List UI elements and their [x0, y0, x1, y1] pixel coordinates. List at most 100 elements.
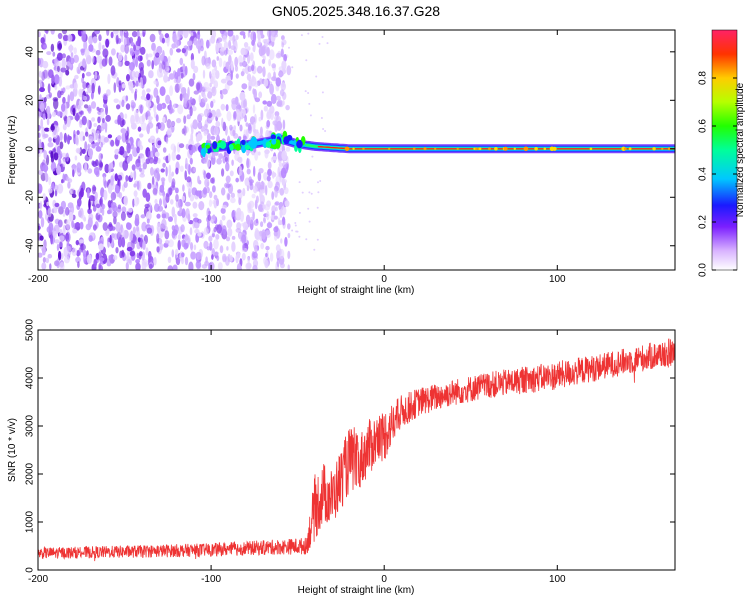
spectrogram-noise-speckle: [95, 146, 102, 152]
spectrogram-noise-speckle: [184, 234, 189, 241]
spectrogram-noise-speckle: [249, 52, 254, 62]
spectrogram-noise-speckle: [225, 162, 230, 172]
spectrogram-noise-speckle: [252, 104, 256, 114]
spectrogram-noise-speckle: [279, 187, 285, 196]
spectrogram-noise-speckle: [259, 201, 265, 213]
spectrogram-noise-speckle: [56, 52, 63, 61]
spectrogram-ridge-blob: [661, 147, 664, 150]
spectrogram-noise-speckle: [125, 222, 132, 230]
spectrogram-noise-speckle: [192, 119, 198, 130]
spectrogram-noise-speckle: [324, 130, 327, 132]
spectrogram-noise-speckle: [189, 106, 193, 117]
spectrogram-noise-speckle: [47, 110, 51, 120]
spectrogram-ridge-blob: [412, 147, 416, 151]
spectrogram-noise-speckle: [126, 246, 133, 252]
spectrogram-noise-speckle: [66, 116, 71, 128]
spectrogram-noise-speckle: [226, 246, 229, 251]
spectrogram-noise-speckle: [98, 243, 104, 251]
spectrogram-noise-speckle: [203, 170, 207, 180]
spectrogram-ridge-blob: [212, 141, 218, 150]
spectrogram-noise-speckle: [72, 169, 75, 178]
spectrogram-noise-speckle: [298, 235, 301, 238]
spectrogram-noise-speckle: [288, 46, 290, 49]
spectrogram-noise-speckle: [38, 152, 41, 158]
spectrogram-noise-speckle: [305, 59, 308, 62]
spectrogram-noise-speckle: [63, 246, 68, 258]
spectrogram-noise-speckle: [287, 264, 290, 270]
spectrogram-noise-speckle: [192, 72, 196, 81]
spectrogram-noise-speckle: [313, 248, 316, 251]
snr-y-tick-label: 0: [25, 567, 36, 573]
spectrogram-noise-speckle: [222, 253, 227, 263]
spectrogram-ridge-blob: [456, 147, 459, 150]
spectrogram-noise-speckle: [210, 35, 216, 44]
spectrogram-noise-speckle: [61, 53, 66, 59]
spectrogram-noise-speckle: [266, 175, 271, 182]
spectrogram-noise-speckle: [220, 78, 227, 84]
spectrogram-x-tick-label: 100: [549, 274, 566, 285]
spectrogram-noise-speckle: [137, 140, 143, 148]
spectrogram-noise-speckle: [277, 217, 281, 226]
spectrogram-noise-speckle: [136, 180, 140, 190]
spectrogram-noise-speckle: [271, 63, 277, 69]
spectrogram-noise-speckle: [165, 166, 168, 177]
spectrogram-noise-speckle: [269, 49, 275, 61]
spectrogram-noise-speckle: [152, 143, 156, 154]
spectrogram-noise-speckle: [110, 31, 114, 39]
spectrogram-noise-speckle: [178, 83, 182, 90]
spectrogram-noise-speckle: [168, 164, 172, 175]
spectrogram-noise-speckle: [41, 245, 46, 256]
spectrogram-ridge-blob: [434, 147, 437, 150]
spectrogram-noise-speckle: [222, 155, 226, 164]
spectrogram-noise-speckle: [267, 180, 273, 189]
spectrogram-noise-speckle: [171, 225, 175, 231]
spectrogram-noise-speckle: [156, 67, 163, 78]
spectrogram-noise-speckle: [74, 155, 78, 161]
spectrogram-noise-speckle: [103, 180, 108, 189]
spectrogram-noise-speckle: [134, 109, 139, 120]
spectrogram-noise-speckle: [153, 80, 158, 85]
spectrogram-noise-speckle: [54, 239, 60, 244]
spectrogram-noise-speckle: [40, 217, 45, 228]
spectrogram-noise-speckle: [261, 58, 266, 65]
spectrogram-noise-speckle: [295, 230, 298, 233]
spectrogram-noise-speckle: [261, 229, 266, 240]
spectrogram-noise-speckle: [71, 193, 77, 198]
spectrogram-noise-speckle: [287, 223, 291, 230]
spectrogram-noise-speckle: [201, 55, 206, 66]
spectrogram-noise-speckle: [112, 210, 118, 219]
spectrogram-noise-speckle: [206, 158, 211, 169]
spectrogram-noise-speckle: [38, 132, 41, 138]
spectrogram-noise-speckle: [190, 132, 194, 142]
spectrogram-noise-speckle: [257, 38, 261, 46]
spectrogram-ridge-blob: [550, 147, 553, 150]
spectrogram-noise-speckle: [193, 65, 199, 74]
spectrogram-noise-speckle: [123, 229, 129, 239]
spectrogram-noise-speckle: [185, 143, 190, 150]
spectrogram-noise-speckle: [61, 58, 66, 69]
spectrogram-ridge-blob: [423, 147, 427, 151]
spectrogram-noise-speckle: [62, 158, 66, 168]
spectrogram-noise-speckle: [45, 257, 50, 264]
spectrogram-noise-speckle: [266, 47, 270, 57]
spectrogram-noise-speckle: [82, 58, 86, 68]
spectrogram-ridge: [243, 137, 675, 151]
spectrogram-noise-speckle: [271, 156, 278, 161]
spectrogram-noise-speckle: [120, 128, 127, 134]
spectrogram-noise-speckle: [171, 43, 176, 49]
snr-y-tick-label: 3000: [25, 414, 36, 437]
spectrogram-noise-speckle: [100, 187, 105, 198]
spectrogram-noise-speckle: [52, 148, 56, 153]
spectrogram-noise-speckle: [189, 157, 193, 165]
spectrogram-noise-speckle: [173, 145, 177, 154]
spectrogram-noise-speckle: [281, 35, 285, 41]
spectrogram-noise-speckle: [128, 81, 134, 91]
spectrogram-noise-speckle: [99, 257, 105, 262]
spectrogram-noise-speckle: [238, 165, 243, 176]
spectrogram-noise-speckle: [159, 184, 165, 193]
spectrogram-noise-speckle: [275, 77, 282, 87]
spectrogram-noise-speckle: [269, 252, 274, 262]
spectrogram-noise-speckle: [230, 192, 235, 199]
spectrogram-noise-speckle: [48, 92, 52, 98]
spectrogram-noise-speckle: [308, 102, 311, 105]
